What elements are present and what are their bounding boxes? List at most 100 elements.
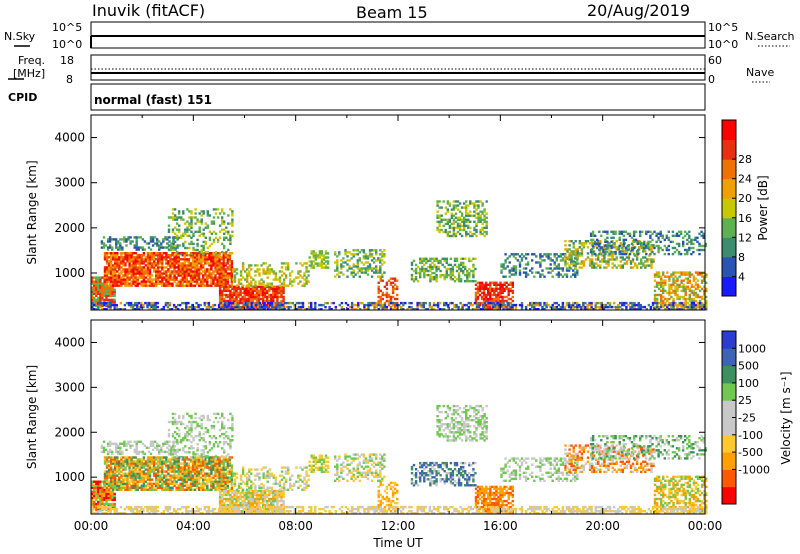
scatter-cell	[146, 268, 150, 271]
scatter-cell	[578, 262, 581, 265]
scatter-cell	[237, 285, 240, 288]
scatter-cell	[176, 442, 179, 445]
scatter-cell	[372, 271, 376, 274]
scatter-cell	[396, 293, 399, 297]
scatter-cell	[113, 442, 116, 445]
scatter-cell	[372, 257, 376, 260]
scatter-cell	[118, 272, 121, 275]
scatter-cell	[140, 272, 143, 275]
scatter-cell	[137, 236, 140, 239]
scatter-cell	[126, 474, 129, 477]
scatter-cell	[559, 267, 563, 270]
scatter-cell	[114, 266, 117, 269]
scatter-cell	[231, 214, 234, 217]
scatter-cell	[416, 301, 419, 305]
scatter-cell	[449, 273, 453, 277]
scatter-cell	[443, 308, 446, 311]
scatter-cell	[114, 276, 117, 279]
scatter-cell	[598, 242, 601, 246]
scatter-cell	[651, 303, 655, 307]
scatter-cell	[200, 266, 203, 269]
scatter-cell	[200, 282, 203, 285]
scatter-cell	[273, 308, 276, 311]
scatter-cell	[133, 440, 136, 443]
scatter-cell	[151, 238, 155, 241]
scatter-cell	[596, 305, 599, 309]
scatter-cell	[444, 230, 447, 234]
scatter-cell	[297, 270, 300, 273]
scatter-cell	[555, 265, 558, 268]
scatter-cell	[245, 299, 248, 303]
scatter-cell	[107, 252, 111, 255]
scatter-cell	[668, 283, 671, 286]
scatter-cell	[119, 308, 123, 311]
scatter-cell	[173, 268, 176, 271]
scatter-cell	[142, 272, 146, 275]
scatter-cell	[108, 444, 112, 447]
scatter-cell	[204, 222, 207, 225]
scatter-cell	[249, 299, 252, 303]
scatter-cell	[177, 274, 180, 277]
scatter-cell	[138, 308, 141, 311]
scatter-cell	[203, 301, 206, 305]
scatter-cell	[206, 226, 209, 229]
scatter-cell	[194, 208, 197, 211]
scatter-cell	[130, 260, 133, 263]
scatter-cell	[644, 260, 647, 263]
scatter-cell	[109, 270, 113, 273]
scatter-cell	[148, 276, 152, 279]
scatter-cell	[489, 289, 492, 293]
scatter-cell	[383, 305, 387, 309]
scatter-cell	[684, 277, 687, 280]
scatter-cell	[576, 308, 579, 311]
scatter-cell	[237, 291, 240, 295]
scatter-cell	[352, 275, 355, 278]
scatter-cell	[124, 284, 127, 287]
scatter-cell	[477, 216, 480, 219]
scatter-cell	[474, 297, 478, 301]
scatter-cell	[568, 256, 571, 259]
scatter-cell	[251, 289, 255, 293]
scatter-cell	[99, 492, 102, 496]
scatter-cell	[132, 472, 135, 475]
scatter-cell	[282, 291, 285, 295]
scatter-cell	[251, 297, 255, 301]
scatter-cell	[156, 238, 159, 241]
scatter-cell	[226, 256, 229, 259]
scatter-cell	[239, 278, 243, 281]
scatter-cell	[128, 282, 131, 285]
scatter-cell	[690, 291, 694, 295]
scatter-cell	[449, 269, 453, 273]
scatter-cell	[657, 273, 661, 276]
scatter-cell	[152, 303, 155, 307]
scatter-cell	[247, 291, 250, 295]
scatter-cell	[103, 256, 107, 259]
scatter-cell	[481, 204, 484, 207]
scatter-cell	[670, 295, 673, 299]
scatter-cell	[537, 303, 540, 307]
scatter-cell	[103, 462, 107, 465]
scatter-cell	[703, 277, 706, 280]
scatter-cell	[171, 270, 174, 273]
scatter-cell	[136, 258, 139, 261]
scatter-cell	[127, 303, 131, 307]
scatter-cell	[596, 246, 599, 250]
scatter-cell	[128, 260, 131, 263]
scatter-cell	[254, 280, 257, 283]
scatter-cell	[676, 283, 679, 286]
scatter-cell	[191, 272, 195, 275]
scatter-cell	[547, 303, 550, 307]
scatter-cell	[458, 226, 462, 230]
scatter-cell	[535, 271, 538, 274]
scatter-cell	[451, 265, 455, 269]
scatter-cell	[155, 274, 158, 277]
scatter-cell	[134, 303, 137, 307]
scatter-cell	[150, 280, 154, 283]
scatter-cell	[183, 278, 186, 281]
scatter-cell	[578, 305, 581, 309]
scatter-cell	[171, 266, 174, 269]
scatter-cell	[195, 278, 199, 281]
scatter-cell	[566, 248, 569, 251]
scatter-cell	[120, 480, 123, 483]
scatter-cell	[626, 248, 630, 252]
